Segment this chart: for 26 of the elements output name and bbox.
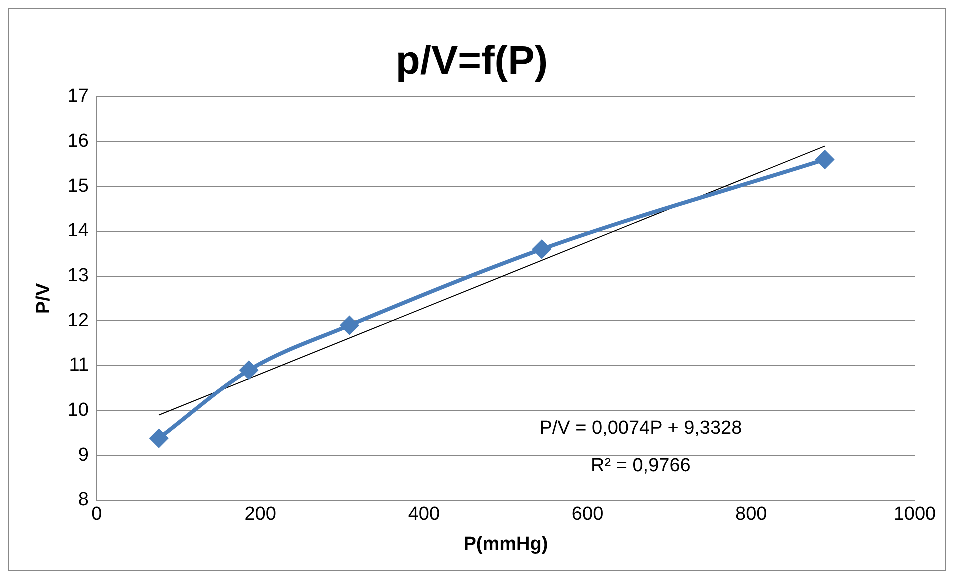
y-axis-title: P/V — [34, 283, 55, 314]
x-tick-label: 0 — [92, 504, 102, 526]
x-axis-title: P(mmHg) — [464, 534, 548, 555]
y-tick-label: 10 — [68, 400, 89, 421]
point — [816, 150, 834, 169]
y-tick-label: 16 — [68, 131, 89, 152]
y-tick-label: 9 — [78, 444, 89, 466]
x-tick-label: 200 — [244, 504, 276, 526]
y-tick-label: 11 — [69, 355, 89, 376]
y-tick-label: 17 — [68, 86, 89, 108]
chart-title: p/V=f(P) — [396, 39, 548, 84]
x-tick-label: 800 — [736, 504, 768, 526]
annotation: R² = 0,9766 — [591, 455, 691, 476]
y-tick-label: 8 — [78, 490, 89, 511]
x-tick-label: 600 — [572, 504, 604, 526]
y-tick-label: 15 — [68, 176, 89, 197]
y-tick-label: 14 — [68, 220, 90, 242]
point — [240, 361, 258, 380]
point — [532, 240, 551, 258]
annotation: P/V = 0,0074P + 9,3328 — [540, 418, 742, 439]
x-tick-label: 1000 — [894, 504, 936, 526]
x-tick-label: 400 — [408, 504, 440, 526]
point — [150, 430, 168, 448]
y-tick-label: 12 — [68, 310, 89, 332]
point — [340, 316, 359, 335]
y-tick-label: 13 — [68, 266, 89, 287]
